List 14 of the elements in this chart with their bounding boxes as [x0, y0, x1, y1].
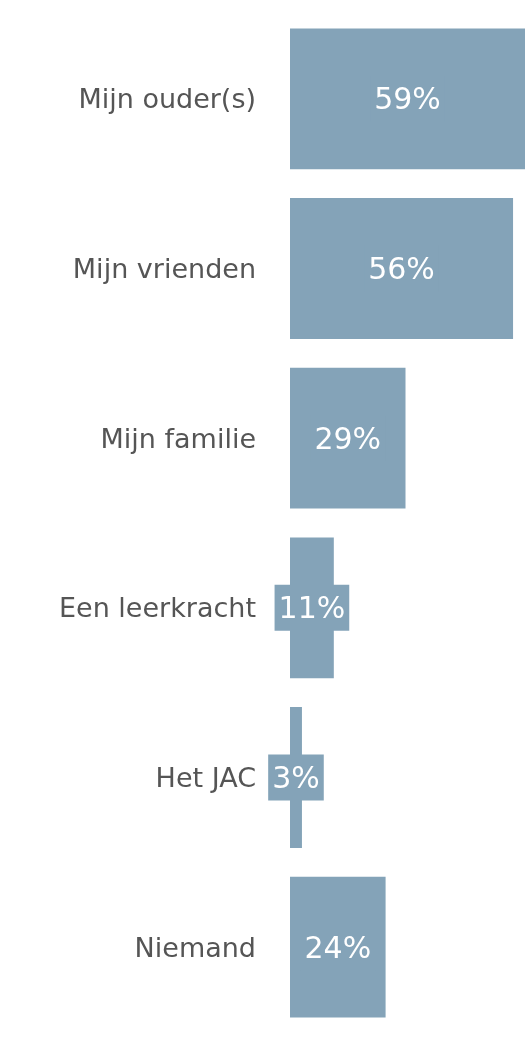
data-label: 56% — [368, 251, 435, 286]
data-label: 24% — [304, 929, 372, 965]
y-tick-label: Niemand — [134, 931, 256, 963]
y-tick-label: Mijn familie — [100, 422, 256, 454]
y-tick-label: Een leerkracht — [58, 592, 256, 624]
y-tick-label: Het JAC — [155, 762, 256, 793]
data-label: 3% — [272, 760, 320, 795]
data-label: 29% — [314, 420, 382, 456]
bar — [290, 28, 525, 170]
data-label: 11% — [278, 590, 346, 626]
y-tick-label: Mijn vrienden — [72, 253, 256, 284]
bar — [290, 198, 514, 339]
y-tick-label: Mijn ouder(s) — [78, 83, 256, 115]
data-label: 59% — [374, 81, 441, 117]
